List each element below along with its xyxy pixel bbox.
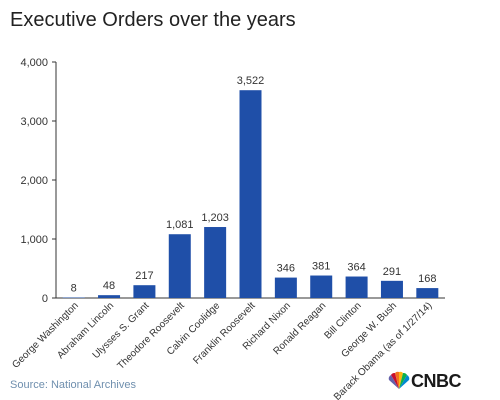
bar-value-label: 168 bbox=[418, 273, 436, 285]
x-tick-label: George Washington bbox=[10, 300, 80, 370]
bar bbox=[168, 234, 191, 298]
bar-value-label: 346 bbox=[277, 263, 295, 275]
brand-wordmark: CNBC bbox=[411, 371, 462, 391]
chart-title: Executive Orders over the years bbox=[10, 9, 296, 31]
x-tick-label: Theodore Roosevelt bbox=[115, 300, 187, 372]
bar bbox=[380, 280, 403, 298]
bar bbox=[239, 90, 262, 299]
y-axis: 0 1,000 2,000 3,000 4,000 bbox=[20, 57, 445, 305]
bar-value-label: 48 bbox=[103, 280, 115, 292]
bar-value-label: 217 bbox=[135, 270, 153, 282]
bar-value-label: 3,522 bbox=[237, 75, 265, 87]
bar bbox=[133, 285, 156, 298]
y-tick-label: 3,000 bbox=[20, 116, 48, 128]
bar bbox=[416, 288, 439, 298]
bar-value-label: 291 bbox=[383, 266, 401, 278]
bar-value-label: 1,081 bbox=[166, 219, 194, 231]
value-labels: 8 48 217 1,081 1,203 3,522 346 381 364 291 168 bbox=[71, 75, 437, 294]
bar bbox=[204, 227, 227, 298]
y-tick-label: 1,000 bbox=[20, 234, 48, 246]
cnbc-logo: CNBC bbox=[388, 370, 494, 394]
peacock-icon bbox=[388, 371, 410, 389]
bar-value-label: 1,203 bbox=[201, 212, 229, 224]
bar-value-label: 381 bbox=[312, 261, 330, 273]
bar bbox=[98, 295, 121, 298]
source-note: Source: National Archives bbox=[10, 379, 136, 391]
bar bbox=[274, 277, 297, 298]
bar-value-label: 364 bbox=[347, 262, 365, 274]
bar bbox=[310, 275, 333, 298]
y-tick-label: 2,000 bbox=[20, 175, 48, 187]
y-tick-label: 4,000 bbox=[20, 57, 48, 69]
bars bbox=[62, 90, 439, 299]
y-tick-label: 0 bbox=[42, 293, 48, 305]
x-tick-label: Franklin Roosevelt bbox=[191, 300, 257, 366]
bar bbox=[345, 276, 368, 298]
bar-value-label: 8 bbox=[71, 283, 77, 295]
bar bbox=[62, 297, 85, 299]
